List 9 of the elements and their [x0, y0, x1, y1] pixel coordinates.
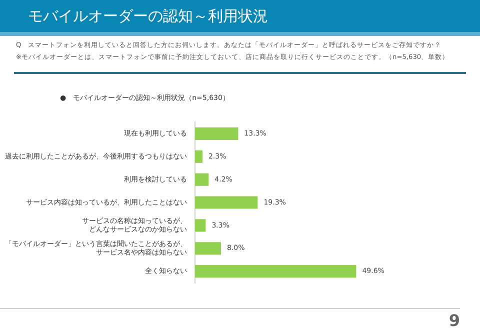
- bar: [195, 196, 258, 209]
- bar: [195, 242, 221, 255]
- bar: [195, 150, 202, 163]
- bar: [195, 127, 238, 140]
- bar: [195, 265, 356, 278]
- chart-title: モバイルオーダーの認知～利用状況: [0, 0, 480, 36]
- bar: [195, 173, 209, 186]
- text: 9: [448, 311, 460, 330]
- bar: [195, 219, 206, 232]
